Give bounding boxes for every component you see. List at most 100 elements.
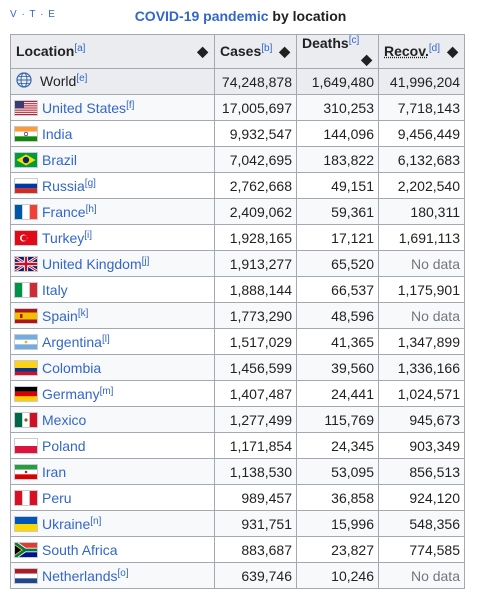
location-cell: Netherlands[o]	[10, 562, 215, 589]
location-link[interactable]: France	[42, 203, 86, 220]
location-cell: Germany[m]	[10, 380, 215, 407]
recovered-cell: 1,347,899	[378, 328, 465, 355]
deaths-cell: 183,822	[296, 146, 379, 173]
location-name: World	[40, 73, 77, 89]
recovered-cell: 180,311	[378, 198, 465, 225]
location-link[interactable]: Germany	[42, 385, 100, 402]
header-note[interactable]: [a]	[74, 43, 86, 54]
footnote-link[interactable]: [k]	[77, 307, 89, 319]
edit-template-link[interactable]: E	[48, 9, 56, 20]
cases-cell: 1,138,530	[214, 458, 297, 485]
table-row: France[h] 2,409,062 59,361 180,311	[10, 198, 465, 225]
footnote-link[interactable]: [j]	[141, 255, 150, 267]
location-link[interactable]: Turkey	[42, 229, 85, 246]
sort-icon[interactable]: ◆	[361, 51, 372, 67]
deaths-cell: 17,121	[296, 224, 379, 251]
footnote-link[interactable]: [i]	[84, 229, 93, 241]
flag-ru-icon	[15, 178, 37, 193]
table-row: South Africa 883,687 23,827 774,585	[10, 536, 465, 563]
location-cell: Russia[g]	[10, 172, 215, 199]
footnote-link[interactable]: [e]	[76, 73, 88, 84]
deaths-cell: 115,769	[296, 406, 379, 433]
location-cell: Brazil	[10, 146, 215, 173]
table-row: Argentina[l] 1,517,029 41,365 1,347,899	[10, 328, 465, 355]
table-row: Poland 1,171,854 24,345 903,349	[10, 432, 465, 459]
location-link[interactable]: Colombia	[42, 359, 102, 376]
footnote-link[interactable]: [g]	[84, 177, 96, 189]
deaths-cell: 39,560	[296, 354, 379, 381]
header-cases-label: Cases	[220, 43, 262, 59]
flag-co-icon	[15, 360, 37, 375]
location-link[interactable]: Italy	[42, 281, 68, 298]
cases-cell: 1,888,144	[214, 276, 297, 303]
table-row: Italy 1,888,144 66,537 1,175,901	[10, 276, 465, 303]
table-row: Turkey[i] 1,928,165 17,121 1,691,113	[10, 224, 465, 251]
location-link[interactable]: South Africa	[42, 541, 118, 558]
talk-template-link[interactable]: T	[29, 9, 37, 20]
footnote-link[interactable]: [h]	[85, 203, 97, 215]
cases-cell: 989,457	[214, 484, 297, 511]
table-row: Brazil 7,042,695 183,822 6,132,683	[10, 146, 465, 173]
table-row: Colombia 1,456,599 39,560 1,336,166	[10, 354, 465, 381]
location-link[interactable]: Brazil	[42, 151, 78, 168]
view-template-link[interactable]: V	[10, 9, 18, 20]
sort-icon[interactable]: ◆	[197, 43, 208, 59]
location-cell: Ukraine[n]	[10, 510, 215, 537]
location-link[interactable]: Mexico	[42, 411, 87, 428]
header-note[interactable]: [d]	[428, 43, 440, 54]
header-deaths-label: Deaths	[302, 35, 349, 51]
footnote-link[interactable]: [m]	[99, 385, 114, 397]
caption-link[interactable]: COVID-19 pandemic	[134, 8, 269, 24]
header-deaths[interactable]: Deaths[c] ◆	[296, 34, 379, 69]
cases-cell: 1,277,499	[214, 406, 297, 433]
recovered-cell: 924,120	[378, 484, 465, 511]
location-link[interactable]: Spain	[42, 307, 78, 324]
location-link[interactable]: Argentina	[42, 333, 102, 350]
table-row: Peru 989,457 36,858 924,120	[10, 484, 465, 511]
deaths-cell: 48,596	[296, 302, 379, 329]
header-recovered-label: Recov.	[384, 43, 429, 59]
sort-icon[interactable]: ◆	[279, 43, 290, 59]
header-location[interactable]: Location[a] ◆	[10, 34, 215, 69]
deaths-cell: 23,827	[296, 536, 379, 563]
location-cell: Italy	[10, 276, 215, 303]
cases-cell: 1,171,854	[214, 432, 297, 459]
cases-cell: 9,932,547	[214, 120, 297, 147]
location-cell: Turkey[i]	[10, 224, 215, 251]
table-row: World[e] 74,248,878 1,649,480 41,996,204	[10, 68, 465, 95]
cases-cell: 1,517,029	[214, 328, 297, 355]
location-link[interactable]: United States	[42, 99, 127, 116]
recovered-cell: No data	[378, 302, 465, 329]
deaths-cell: 53,095	[296, 458, 379, 485]
location-link[interactable]: Netherlands	[42, 567, 118, 584]
globe-icon	[16, 72, 32, 91]
location-link[interactable]: United Kingdom	[42, 255, 142, 272]
cases-cell: 74,248,878	[214, 68, 297, 95]
sort-icon[interactable]: ◆	[447, 43, 458, 59]
header-note[interactable]: [b]	[261, 43, 273, 54]
cases-cell: 1,913,277	[214, 250, 297, 277]
cases-cell: 931,751	[214, 510, 297, 537]
recovered-cell: 945,673	[378, 406, 465, 433]
header-cases[interactable]: Cases[b] ◆	[214, 34, 297, 69]
deaths-cell: 66,537	[296, 276, 379, 303]
cases-cell: 639,746	[214, 562, 297, 589]
flag-it-icon	[15, 282, 37, 297]
footnote-link[interactable]: [l]	[101, 333, 110, 345]
footnote-link[interactable]: [n]	[90, 515, 102, 527]
location-cell: United Kingdom[j]	[10, 250, 215, 277]
table-row: Russia[g] 2,762,668 49,151 2,202,540	[10, 172, 465, 199]
location-link[interactable]: Peru	[42, 489, 72, 506]
location-link[interactable]: Russia	[42, 177, 85, 194]
location-link[interactable]: India	[42, 125, 73, 142]
location-link[interactable]: Iran	[42, 463, 67, 480]
location-link[interactable]: Poland	[42, 437, 86, 454]
header-note[interactable]: [c]	[348, 35, 360, 46]
footnote-link[interactable]: [o]	[117, 567, 129, 579]
footnote-link[interactable]: [f]	[126, 99, 135, 111]
flag-tr-icon	[15, 230, 37, 245]
header-recovered[interactable]: Recov.[d] ◆	[378, 34, 465, 69]
location-link[interactable]: Ukraine	[42, 515, 91, 532]
location-cell: World[e]	[10, 68, 215, 95]
cases-cell: 7,042,695	[214, 146, 297, 173]
